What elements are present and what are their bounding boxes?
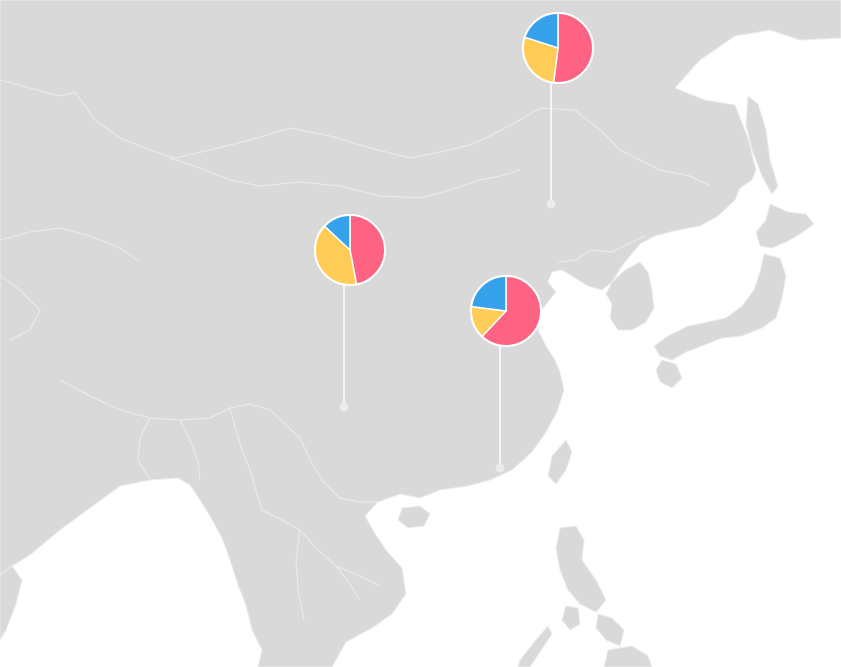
hainan-island [397,505,431,529]
pie-outline [522,12,594,84]
pie-outline [314,214,386,286]
pie-anchor-dot [546,199,556,209]
visayas-islands [595,613,625,647]
mindoro-island [561,605,581,631]
pie-marker-3[interactable] [470,275,542,473]
pie-outline [470,275,542,347]
taiwan-island [547,439,573,485]
kyushu-island [655,359,683,389]
country-borders [0,79,711,621]
pie-marker-1[interactable] [522,12,594,209]
pie-markers [314,12,594,473]
korean-peninsula [605,261,655,331]
honshu-island [653,253,787,361]
luzon-island [555,525,607,613]
pie-marker-2[interactable] [314,214,386,412]
pie-anchor-dot [495,463,505,473]
india-coast [0,565,23,641]
hokkaido-island [755,203,815,249]
pie-anchor-dot [339,402,349,412]
sakhalin-island [745,95,779,195]
mindanao-island [603,645,653,667]
palawan-island [517,625,553,667]
